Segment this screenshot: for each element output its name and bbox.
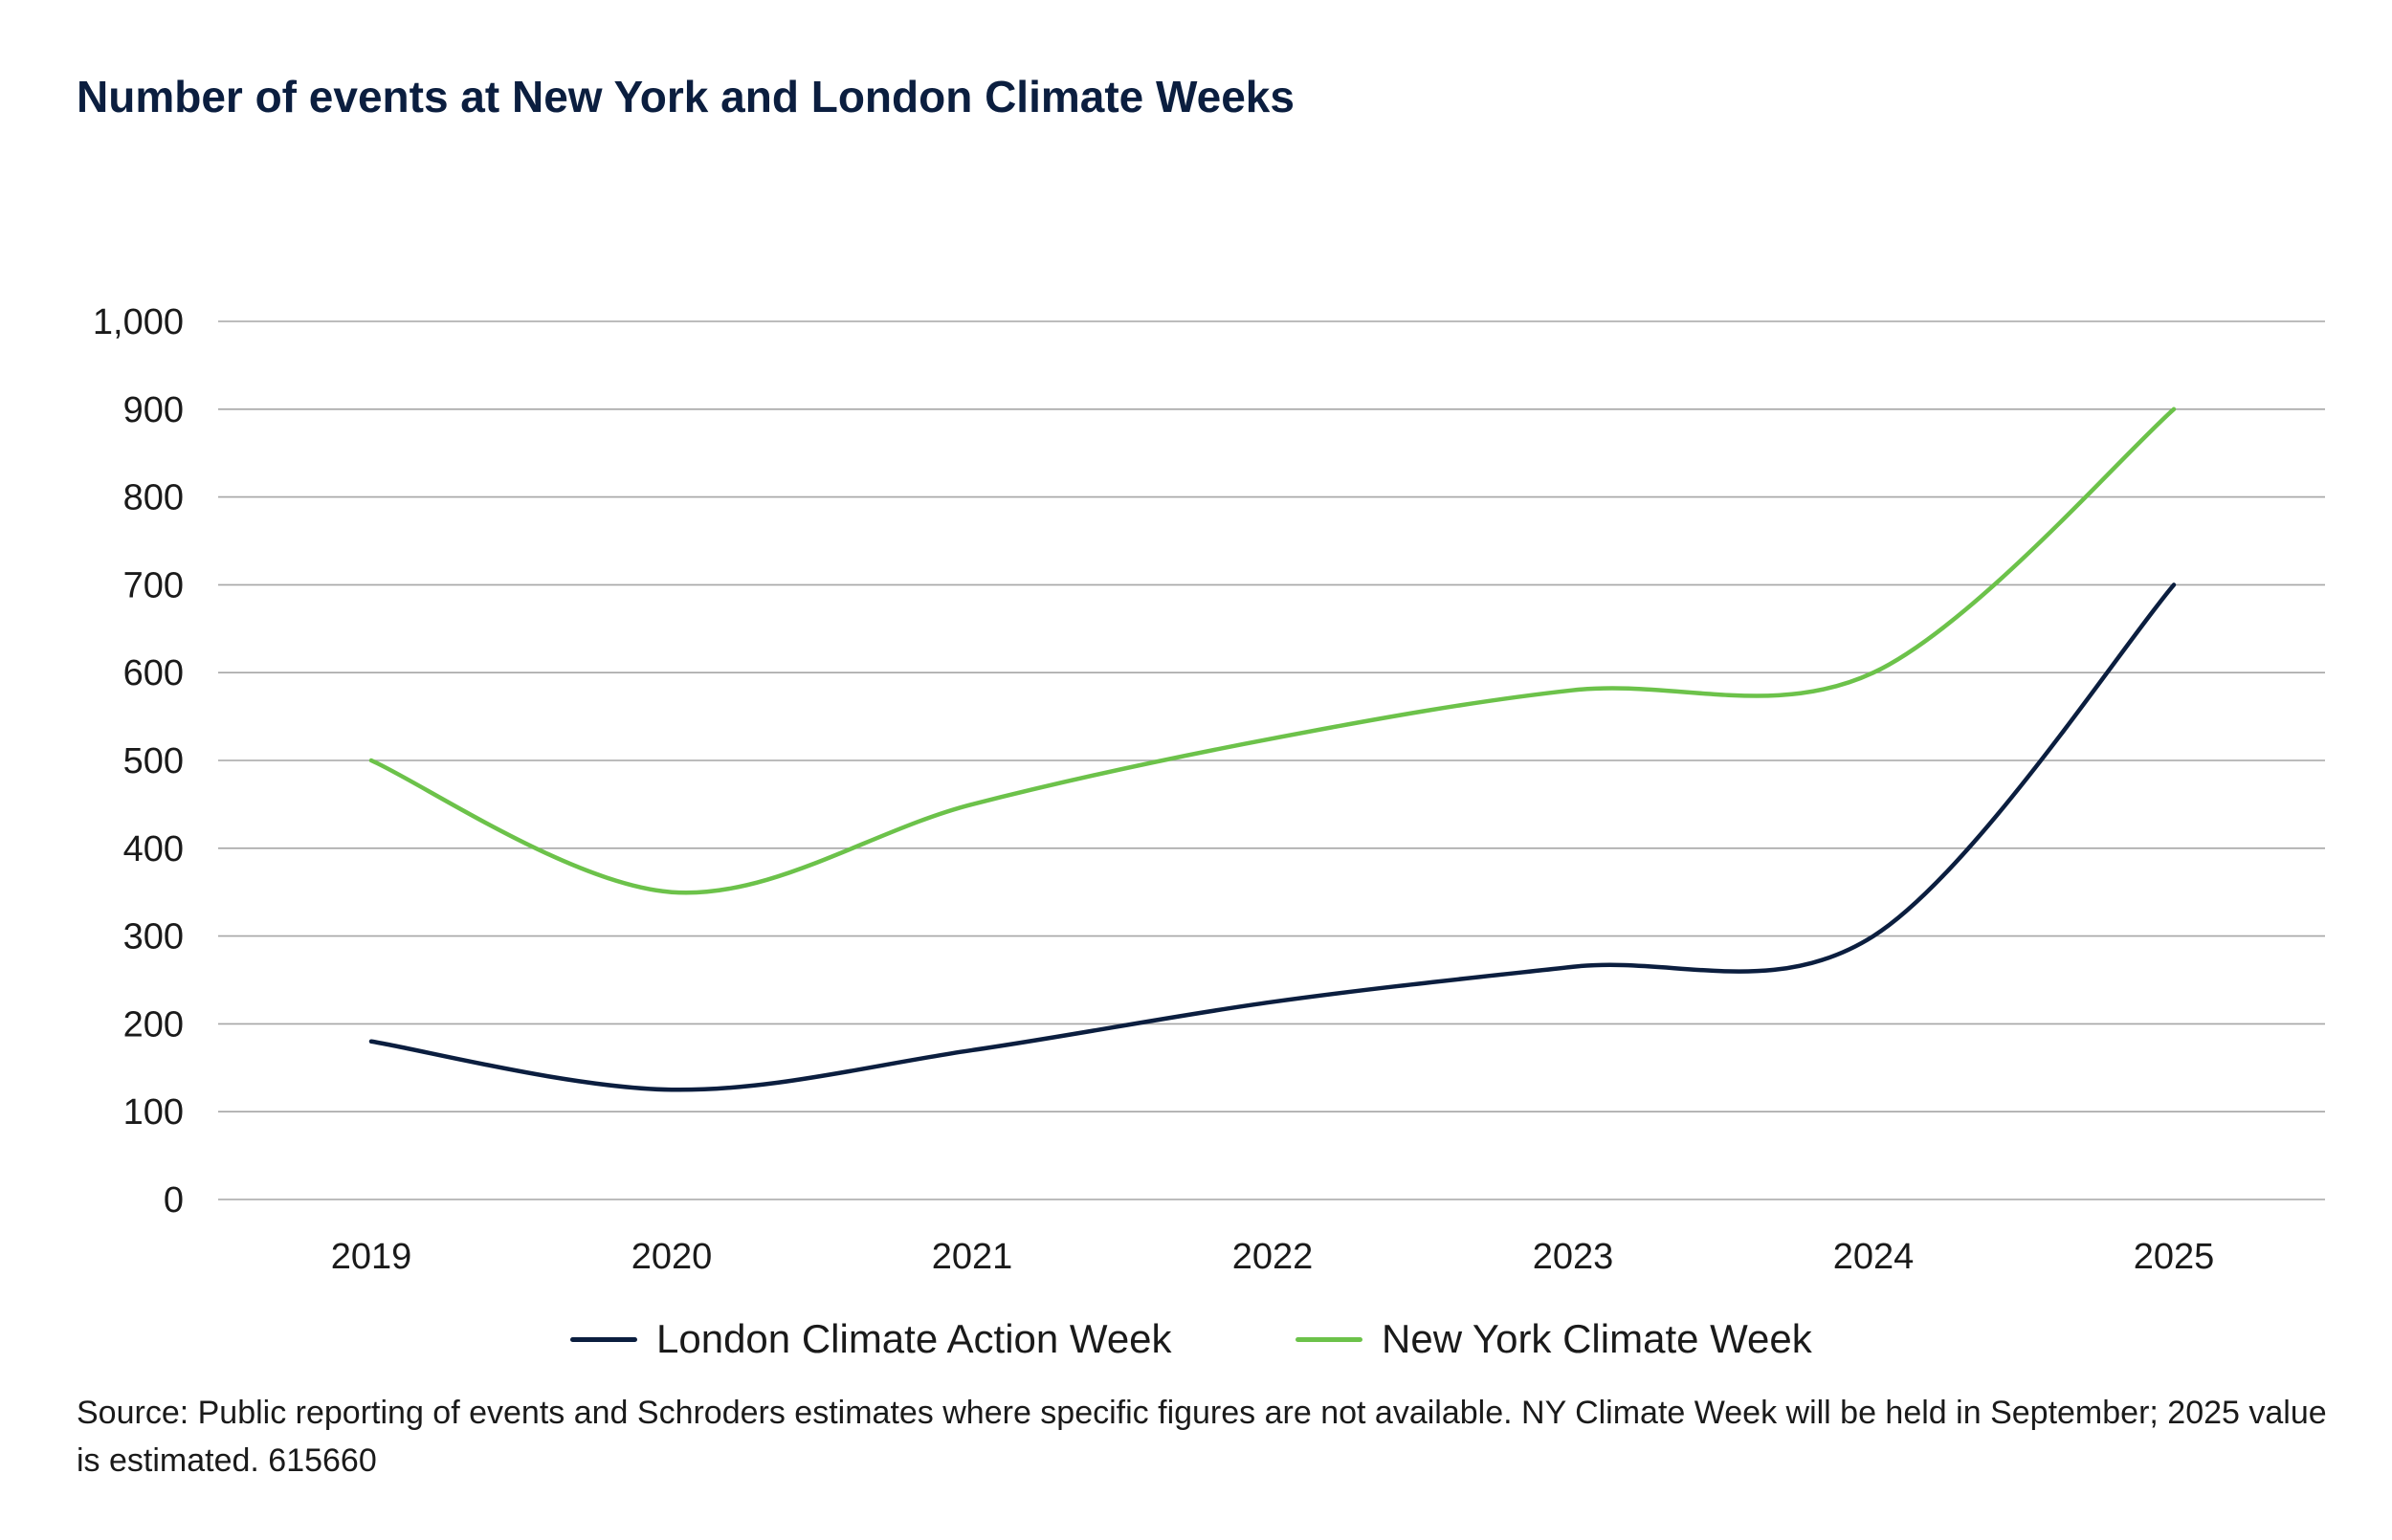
series-line-new-york-climate-week — [368, 407, 2177, 895]
legend-item-new-york: New York Climate Week — [1296, 1309, 1812, 1370]
legend-item-london: London Climate Action Week — [570, 1309, 1172, 1370]
chart-title: Number of events at New York and London … — [77, 72, 1295, 121]
y-axis-tick-labels: 0 100 200 300 400 500 600 700 800 900 1,000 — [93, 302, 184, 1221]
x-tick-label: 2023 — [1533, 1237, 1614, 1277]
y-tick-label: 0 — [164, 1180, 184, 1221]
x-tick-label: 2024 — [1833, 1237, 1915, 1277]
legend-label-london: London Climate Action Week — [656, 1316, 1172, 1361]
y-tick-label: 400 — [123, 829, 184, 869]
x-axis-tick-labels: 2019 2020 2021 2022 2023 2024 2025 — [331, 1237, 2215, 1277]
gridlines — [218, 320, 2325, 1200]
y-tick-label: 300 — [123, 917, 184, 957]
y-tick-label: 700 — [123, 565, 184, 605]
source-note: Source: Public reporting of events and S… — [77, 1395, 2327, 1479]
y-tick-label: 100 — [123, 1092, 184, 1133]
x-tick-label: 2025 — [2134, 1237, 2215, 1277]
x-tick-label: 2020 — [631, 1237, 713, 1277]
series-lines — [368, 407, 2177, 1092]
legend-swatch-london — [570, 1336, 637, 1342]
y-tick-label: 600 — [123, 653, 184, 693]
y-tick-label: 900 — [123, 390, 184, 430]
legend: London Climate Action Week New York Clim… — [0, 1309, 2392, 1370]
y-tick-label: 800 — [123, 478, 184, 518]
y-tick-label: 200 — [123, 1004, 184, 1045]
x-tick-label: 2019 — [331, 1237, 412, 1277]
legend-swatch-new-york — [1296, 1336, 1362, 1342]
x-tick-label: 2021 — [932, 1237, 1013, 1277]
y-tick-label: 1,000 — [93, 302, 184, 342]
legend-label-new-york: New York Climate Week — [1382, 1316, 1812, 1361]
series-line-london-climate-action-week — [368, 583, 2177, 1092]
x-tick-label: 2022 — [1232, 1237, 1314, 1277]
y-tick-label: 500 — [123, 741, 184, 781]
